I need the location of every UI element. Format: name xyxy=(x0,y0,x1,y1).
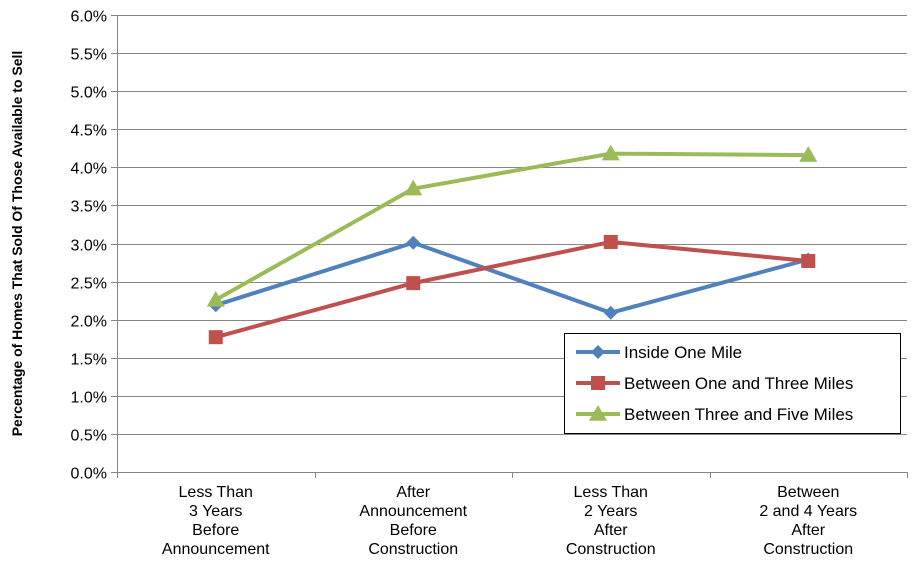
series-3 xyxy=(206,144,818,307)
y-tick-label: 1.5% xyxy=(71,352,107,369)
data-point xyxy=(206,290,225,307)
series-line xyxy=(215,239,809,340)
x-category-label-line: 2 Years xyxy=(584,503,637,520)
x-category-label-line: Construction xyxy=(566,541,656,558)
data-point xyxy=(208,330,223,345)
legend-swatch-marker xyxy=(591,376,605,390)
x-category-label-line: Before xyxy=(390,522,437,539)
y-tick-label: 3.5% xyxy=(71,199,107,216)
legend: Inside One Mile Between One and Three Mil… xyxy=(564,333,901,434)
x-category-label-line: Construction xyxy=(368,541,458,558)
y-tick-label: 1.0% xyxy=(71,390,107,407)
y-axis-label: Percentage of Homes That Sold Of Those A… xyxy=(9,51,25,437)
y-tick-label: 4.0% xyxy=(71,161,107,178)
data-point xyxy=(406,235,421,250)
x-category-label-line: Announcement xyxy=(359,503,467,520)
legend-label: Inside One Mile xyxy=(624,343,742,362)
x-category-label-line: 3 Years xyxy=(189,503,242,520)
x-category-label-line: Less Than xyxy=(574,484,648,501)
series-line xyxy=(214,151,809,302)
y-tick-label: 2.0% xyxy=(71,314,107,331)
y-tick-label: 4.5% xyxy=(71,123,107,140)
y-tick-labels: 0.0% 0.5% 1.0% 1.5% 2.0% 2.5% 3.0% 3.5% 4.0% 4.5%… xyxy=(71,9,107,483)
legend-label: Between Three and Five Miles xyxy=(624,405,853,424)
y-tick-label: 2.5% xyxy=(71,276,107,293)
x-category-label-line: Construction xyxy=(763,541,853,558)
legend-box xyxy=(564,333,901,434)
y-tick-label: 5.5% xyxy=(71,47,107,64)
series-layer xyxy=(206,144,818,345)
data-point xyxy=(404,179,423,196)
axes xyxy=(111,15,908,478)
x-category-label-line: Between xyxy=(777,484,839,501)
data-point xyxy=(601,144,620,161)
x-category-label: Less Than 3 Years Before Announcement xyxy=(162,484,270,558)
data-point xyxy=(799,146,818,162)
data-point xyxy=(406,276,421,291)
data-point xyxy=(603,305,618,320)
data-point xyxy=(801,254,816,269)
x-category-label: After Announcement Before Construction xyxy=(359,484,467,558)
x-category-label-line: Before xyxy=(192,522,239,539)
gridlines xyxy=(117,15,907,435)
series-1 xyxy=(208,235,816,320)
y-tick-label: 0.0% xyxy=(71,466,107,483)
data-point xyxy=(603,234,618,249)
series-line xyxy=(215,240,809,315)
x-category-label-line: Announcement xyxy=(162,541,270,558)
x-category-label-line: 2 and 4 Years xyxy=(759,503,857,520)
series-2 xyxy=(208,234,816,345)
x-category-label-line: After xyxy=(396,484,430,501)
y-tick-label: 5.0% xyxy=(71,85,107,102)
y-tick-label: 3.0% xyxy=(71,238,107,255)
y-tick-label: 0.5% xyxy=(71,428,107,445)
legend-swatch-marker xyxy=(589,405,607,421)
legend-swatch-marker xyxy=(591,345,605,359)
x-category-label-line: After xyxy=(594,522,628,539)
x-category-label-line: After xyxy=(791,522,825,539)
y-tick-label: 6.0% xyxy=(71,9,107,26)
x-category-label: Between 2 and 4 Years After Construction xyxy=(759,484,857,558)
x-category-label: Less Than 2 Years After Construction xyxy=(566,484,656,558)
x-category-label-line: Less Than xyxy=(179,484,253,501)
legend-label: Between One and Three Miles xyxy=(624,374,853,393)
